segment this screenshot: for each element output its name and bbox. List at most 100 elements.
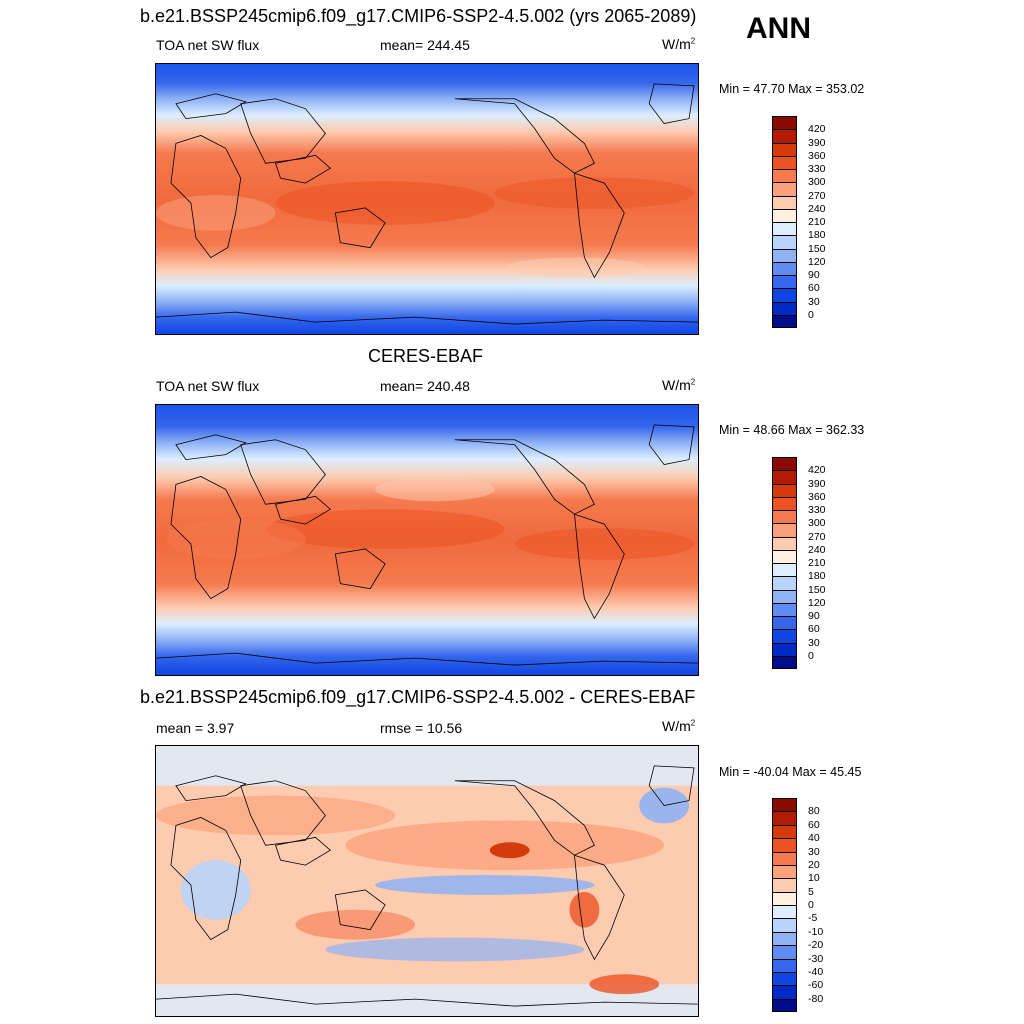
panel-2-map-svg — [156, 405, 698, 675]
colorbar-tick-label: 240 — [808, 543, 826, 556]
panel-3-map-svg — [156, 746, 698, 1016]
panel-3-colorbar-frame — [772, 798, 797, 1012]
colorbar-swatch — [772, 288, 797, 302]
colorbar-swatch — [772, 798, 797, 812]
panel-3-units: W/m2 — [662, 718, 695, 734]
colorbar-swatch — [772, 549, 797, 563]
colorbar-swatch — [772, 985, 797, 999]
panel-3-units-text: W/m — [662, 718, 691, 734]
colorbar-swatch — [772, 235, 797, 249]
colorbar-swatch — [772, 483, 797, 497]
colorbar-swatch — [772, 116, 797, 130]
panel-1-map-svg — [156, 64, 698, 334]
colorbar-swatch — [772, 824, 797, 839]
panel-1-units-sup: 2 — [690, 36, 696, 46]
panel-2-units: W/m2 — [662, 377, 695, 393]
colorbar-swatch — [772, 301, 797, 315]
colorbar-swatch — [772, 169, 797, 183]
colorbar-swatch — [772, 811, 797, 825]
colorbar-swatch — [772, 629, 797, 643]
colorbar-tick-label: 5 — [808, 885, 814, 898]
colorbar-tick-label: 330 — [808, 504, 826, 516]
panel-2-colorbar-frame — [772, 457, 797, 669]
colorbar-swatch — [772, 496, 797, 510]
colorbar-swatch — [772, 261, 797, 275]
colorbar-swatch — [772, 998, 797, 1012]
colorbar-tick-label: 80 — [808, 805, 820, 818]
colorbar-tick-label: 210 — [808, 216, 826, 228]
colorbar-swatch — [772, 905, 797, 919]
colorbar-tick-label: 300 — [808, 176, 826, 189]
colorbar-swatch — [772, 523, 797, 537]
colorbar-swatch — [772, 931, 797, 946]
panel-3-rmse-label: rmse = 10.56 — [380, 720, 463, 736]
colorbar-swatch — [772, 958, 797, 972]
colorbar-tick-label: 180 — [808, 570, 826, 583]
colorbar-tick-label: 390 — [808, 136, 826, 149]
panel-1-colorbar-frame — [772, 116, 797, 328]
panel-2-units-sup: 2 — [690, 377, 696, 387]
colorbar-tick-label: 0 — [808, 899, 814, 911]
panel-1-variable-label: TOA net SW flux — [156, 37, 260, 53]
panel-3-minmax: Min = -40.04 Max = 45.45 — [719, 765, 862, 779]
colorbar-tick-label: 240 — [808, 202, 826, 215]
panel-2-colorbar — [772, 457, 797, 669]
colorbar-tick-label: 180 — [808, 229, 826, 242]
colorbar-tick-label: 30 — [808, 636, 820, 649]
panel-1-map — [155, 63, 699, 335]
colorbar-tick-label: -5 — [808, 912, 818, 925]
panel-1-colorbar — [772, 116, 797, 328]
season-label: ANN — [746, 12, 811, 45]
colorbar-swatch — [772, 457, 797, 471]
colorbar-swatch — [772, 589, 797, 603]
panel-3-colorbar — [772, 798, 797, 1012]
colorbar-swatch — [772, 838, 797, 852]
colorbar-swatch — [772, 536, 797, 550]
panel-1-minmax: Min = 47.70 Max = 353.02 — [719, 82, 865, 96]
colorbar-tick-label: -30 — [808, 952, 824, 965]
panel-3-mean-label: mean = 3.97 — [156, 720, 235, 736]
colorbar-swatch — [772, 878, 797, 892]
panel-2-variable-label: TOA net SW flux — [156, 378, 260, 394]
colorbar-swatch — [772, 208, 797, 222]
colorbar-swatch — [772, 248, 797, 262]
colorbar-tick-label: 360 — [808, 490, 826, 503]
panel-3-title: b.e21.BSSP245cmip6.f09_g17.CMIP6-SSP2-4.… — [140, 687, 696, 707]
colorbar-swatch — [772, 945, 797, 959]
colorbar-swatch — [772, 155, 797, 169]
colorbar-tick-label: 300 — [808, 517, 826, 530]
colorbar-swatch — [772, 563, 797, 577]
colorbar-swatch — [772, 891, 797, 905]
colorbar-tick-label: 150 — [808, 583, 826, 596]
colorbar-swatch — [772, 470, 797, 484]
panel-1-units: W/m2 — [662, 36, 695, 52]
colorbar-swatch — [772, 275, 797, 289]
colorbar-tick-label: 30 — [808, 295, 820, 308]
colorbar-tick-label: 270 — [808, 189, 826, 202]
colorbar-swatch — [772, 971, 797, 986]
colorbar-tick-label: 20 — [808, 858, 820, 871]
colorbar-swatch — [772, 576, 797, 590]
colorbar-tick-label: 60 — [808, 818, 820, 831]
colorbar-tick-label: 120 — [808, 255, 826, 268]
colorbar-swatch — [772, 851, 797, 865]
colorbar-tick-label: -80 — [808, 992, 824, 1005]
colorbar-tick-label: 420 — [808, 464, 826, 477]
colorbar-tick-label: -40 — [808, 965, 824, 978]
panel-2-minmax: Min = 48.66 Max = 362.33 — [719, 423, 865, 437]
colorbar-swatch — [772, 222, 797, 236]
colorbar-tick-label: 60 — [808, 623, 820, 636]
colorbar-tick-label: 0 — [808, 649, 814, 662]
colorbar-swatch — [772, 642, 797, 656]
colorbar-tick-label: 90 — [808, 610, 820, 622]
panel-2-mean-label: mean= 240.48 — [380, 378, 470, 394]
colorbar-tick-label: 60 — [808, 282, 820, 295]
colorbar-tick-label: -60 — [808, 979, 824, 992]
colorbar-swatch — [772, 918, 797, 932]
colorbar-swatch — [772, 864, 797, 879]
colorbar-swatch — [772, 602, 797, 616]
colorbar-tick-label: -10 — [808, 925, 824, 938]
colorbar-tick-label: -20 — [808, 939, 824, 952]
colorbar-swatch — [772, 142, 797, 156]
panel-2-units-text: W/m — [662, 377, 691, 393]
